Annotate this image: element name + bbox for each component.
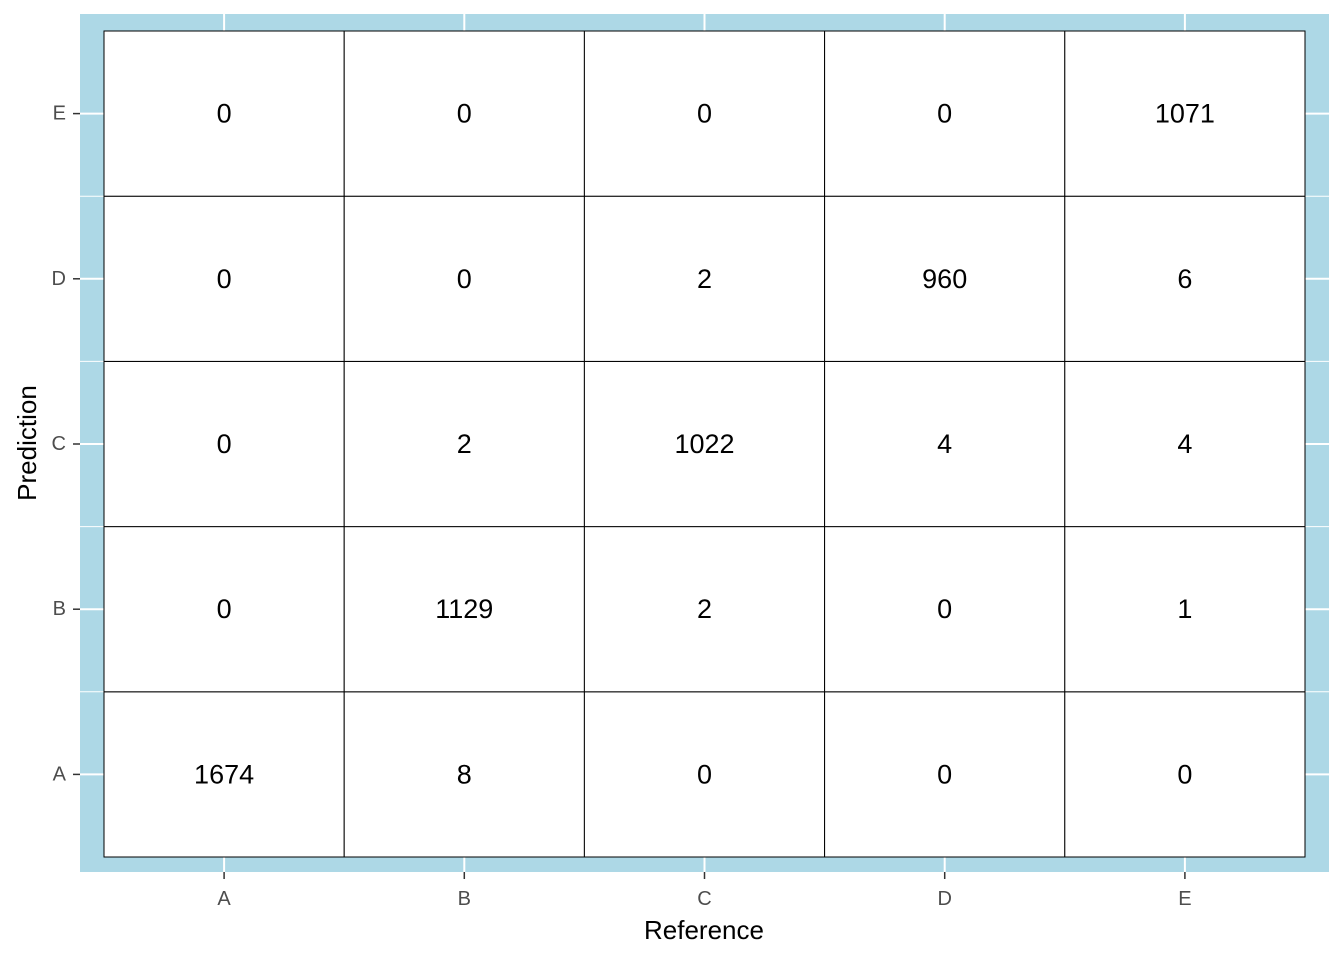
heatmap-cell — [583, 526, 826, 693]
x-tick-label: D — [937, 888, 951, 910]
cell-value-label: 1071 — [1155, 99, 1215, 129]
x-axis-title: Reference — [644, 915, 764, 945]
cell-value-label: 2 — [697, 264, 712, 294]
cell-value-label: 960 — [922, 264, 967, 294]
y-tick-label: C — [52, 433, 66, 455]
y-axis: A B C D E — [52, 103, 80, 785]
cell-value-label: 0 — [217, 594, 232, 624]
cell-value-label: 2 — [697, 594, 712, 624]
cell-value-label: 0 — [937, 759, 952, 789]
heatmap-cell — [343, 30, 585, 197]
heatmap-cell — [824, 691, 1066, 858]
cell-value-label: 0 — [217, 429, 232, 459]
heatmap-cell — [824, 30, 1066, 197]
heatmap-cell — [824, 195, 1066, 362]
cell-value-label: 0 — [457, 99, 472, 129]
heatmap-cell — [103, 691, 345, 858]
cell-value-label: 0 — [937, 99, 952, 129]
cell-value-label: 1674 — [194, 759, 254, 789]
x-tick-label: B — [458, 888, 471, 910]
heatmap-cell — [1064, 360, 1306, 528]
heatmap-cell — [103, 30, 345, 197]
cell-value-label: 0 — [937, 594, 952, 624]
cell-value-label: 0 — [217, 264, 232, 294]
cell-value-label: 0 — [697, 759, 712, 789]
cell-value-label: 0 — [217, 99, 232, 129]
heatmap-cell — [103, 360, 345, 528]
heatmap-cell — [343, 195, 585, 362]
x-axis: A B C D E — [217, 872, 1192, 910]
heatmap-cell — [583, 195, 826, 362]
y-axis-title: Prediction — [12, 385, 42, 501]
y-tick-label: B — [53, 598, 66, 620]
heatmap-cells: 1674 8 0 0 0 0 1129 2 0 1 0 2 1022 4 4 0 0 2 960 6 0 0 0 0 1071 — [103, 30, 1306, 858]
cell-value-label: 4 — [937, 429, 952, 459]
cell-value-label: 1129 — [435, 594, 493, 624]
cell-value-label: 2 — [457, 429, 472, 459]
cell-value-label: 0 — [457, 264, 472, 294]
cell-value-label: 4 — [1177, 429, 1192, 459]
heatmap-cell — [1064, 691, 1306, 858]
cell-value-label: 8 — [457, 759, 472, 789]
x-tick-label: A — [217, 888, 231, 910]
y-tick-label: E — [53, 103, 66, 125]
cell-value-label: 6 — [1177, 264, 1192, 294]
cell-value-label: 1022 — [674, 429, 734, 459]
heatmap-cell — [583, 30, 826, 197]
heatmap-cell — [583, 360, 826, 528]
y-tick-label: D — [52, 268, 66, 290]
cell-value-label: 0 — [1177, 759, 1192, 789]
heatmap-cell — [103, 195, 345, 362]
cell-value-label: 0 — [697, 99, 712, 129]
cell-value-label: 1 — [1177, 594, 1192, 624]
heatmap-cell — [103, 526, 345, 693]
heatmap-cell — [583, 691, 826, 858]
heatmap-cell — [824, 360, 1066, 528]
heatmap-cell — [343, 691, 585, 858]
y-tick-label: A — [53, 763, 67, 785]
heatmap-cell — [1064, 526, 1306, 693]
x-tick-label: C — [697, 888, 711, 910]
heatmap-cell — [1064, 30, 1306, 197]
heatmap-cell — [824, 526, 1066, 693]
x-tick-label: E — [1178, 888, 1191, 910]
